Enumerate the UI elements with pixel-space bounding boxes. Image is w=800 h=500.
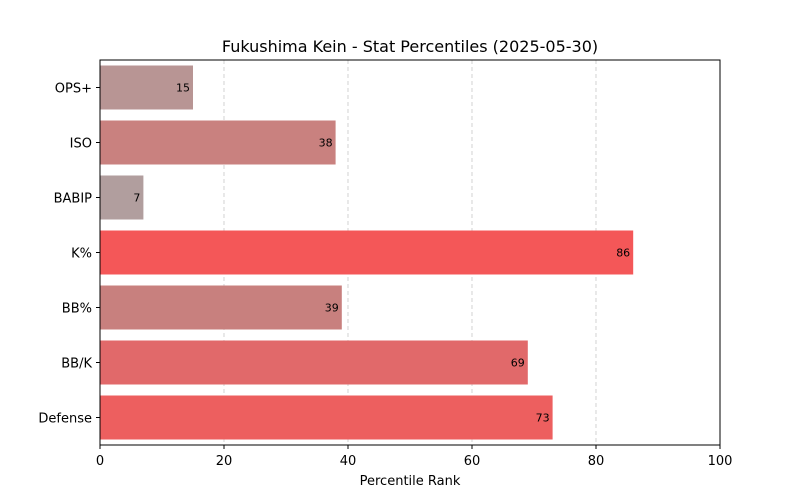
y-tick-label: BB/K xyxy=(61,357,92,372)
bar xyxy=(100,120,336,165)
bar xyxy=(100,175,144,220)
y-tick-label: BABIP xyxy=(54,192,93,207)
bar-value-label: 69 xyxy=(511,357,525,370)
x-tick-label: 100 xyxy=(708,454,733,469)
bar-value-label: 7 xyxy=(133,192,140,205)
y-tick-label: OPS+ xyxy=(55,82,92,97)
y-tick-label: ISO xyxy=(70,137,92,152)
bar xyxy=(100,395,553,440)
data-labels: 15 38 7 86 39 69 73 xyxy=(133,82,630,425)
bars xyxy=(100,65,634,440)
bar-value-label: 38 xyxy=(319,137,333,150)
bar xyxy=(100,65,193,110)
bar xyxy=(100,230,634,275)
x-tick-label: 20 xyxy=(216,454,233,469)
x-axis-title: Percentile Rank xyxy=(360,474,461,489)
bar xyxy=(100,340,528,385)
bar xyxy=(100,285,342,330)
x-tick-label: 40 xyxy=(340,454,357,469)
bar-value-label: 73 xyxy=(536,412,550,425)
bar-value-label: 39 xyxy=(325,302,339,315)
bar-value-label: 15 xyxy=(176,82,190,95)
bar-value-label: 86 xyxy=(616,247,630,260)
x-tick-label: 0 xyxy=(96,454,104,469)
y-tick-label: K% xyxy=(71,247,92,262)
x-axis: 0 20 40 60 80 100 xyxy=(96,445,733,469)
y-axis: OPS+ ISO BABIP K% BB% BB/K Defense xyxy=(38,82,100,427)
y-tick-label: Defense xyxy=(38,412,92,427)
y-tick-label: BB% xyxy=(62,302,92,317)
x-tick-label: 60 xyxy=(464,454,481,469)
chart-title: Fukushima Kein - Stat Percentiles (2025-… xyxy=(222,37,598,56)
x-tick-label: 80 xyxy=(588,454,605,469)
